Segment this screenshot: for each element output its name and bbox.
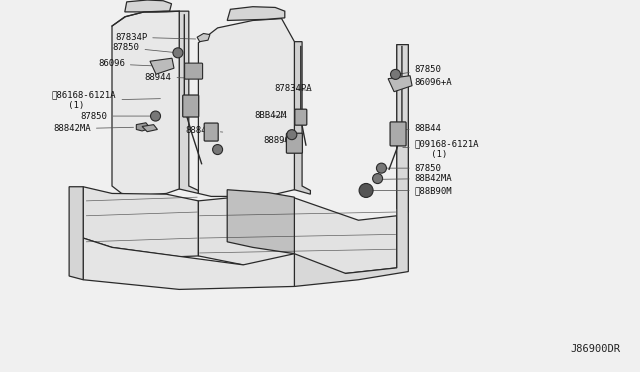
- Polygon shape: [227, 7, 285, 20]
- Text: 87850: 87850: [113, 43, 175, 52]
- Text: 88B44: 88B44: [401, 124, 442, 133]
- Circle shape: [359, 183, 373, 198]
- Text: J86900DR: J86900DR: [570, 344, 620, 354]
- Text: 87834P: 87834P: [115, 33, 196, 42]
- Text: 87850: 87850: [81, 112, 153, 121]
- FancyBboxPatch shape: [183, 95, 198, 117]
- Circle shape: [376, 163, 387, 173]
- Polygon shape: [397, 45, 408, 212]
- Polygon shape: [198, 19, 294, 196]
- Circle shape: [390, 70, 401, 79]
- Circle shape: [173, 48, 183, 58]
- FancyBboxPatch shape: [287, 133, 303, 153]
- Circle shape: [372, 174, 383, 183]
- Text: 88890M: 88890M: [264, 136, 296, 145]
- Text: ⢀88B90M: ⢀88B90M: [369, 186, 452, 195]
- Polygon shape: [294, 42, 310, 194]
- Polygon shape: [197, 33, 210, 42]
- Polygon shape: [125, 0, 172, 12]
- Text: 87850: 87850: [385, 164, 442, 173]
- Polygon shape: [294, 45, 408, 286]
- FancyBboxPatch shape: [184, 63, 203, 79]
- Circle shape: [287, 130, 297, 140]
- FancyBboxPatch shape: [390, 122, 406, 146]
- Polygon shape: [112, 11, 179, 195]
- Polygon shape: [198, 196, 397, 275]
- FancyBboxPatch shape: [295, 109, 307, 125]
- Text: 88944: 88944: [145, 73, 189, 81]
- Polygon shape: [142, 125, 157, 132]
- Text: 87850: 87850: [398, 65, 442, 74]
- Text: 88842MA: 88842MA: [53, 124, 134, 133]
- Text: 8BB42M: 8BB42M: [255, 111, 287, 120]
- FancyBboxPatch shape: [204, 123, 218, 141]
- Polygon shape: [227, 190, 294, 254]
- Polygon shape: [83, 238, 294, 289]
- Polygon shape: [83, 187, 198, 257]
- Text: 88842M: 88842M: [186, 126, 223, 135]
- Polygon shape: [388, 76, 412, 92]
- Circle shape: [212, 145, 223, 154]
- Text: 87834PA: 87834PA: [275, 84, 312, 93]
- Text: 倉86168-6121A
   (1): 倉86168-6121A (1): [52, 91, 161, 110]
- Polygon shape: [179, 11, 198, 193]
- Text: 86096: 86096: [98, 60, 159, 68]
- Text: 88B42MA: 88B42MA: [383, 174, 452, 183]
- Circle shape: [150, 111, 161, 121]
- Polygon shape: [69, 187, 83, 280]
- Text: 86096+A: 86096+A: [406, 78, 452, 87]
- Polygon shape: [150, 58, 174, 74]
- Polygon shape: [136, 123, 150, 131]
- Text: 倉09168-6121A
   (1): 倉09168-6121A (1): [403, 139, 479, 158]
